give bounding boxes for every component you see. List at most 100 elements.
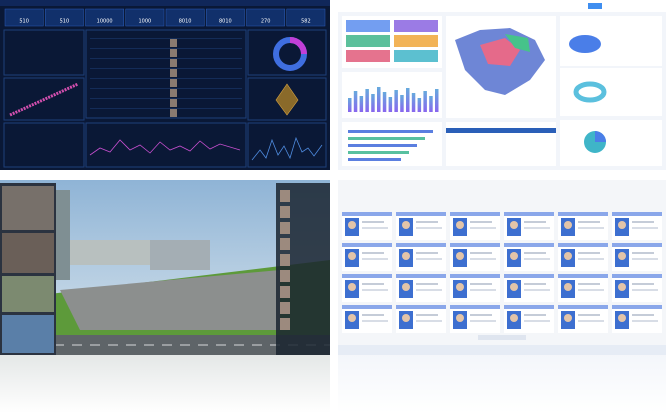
card-header bbox=[342, 305, 392, 309]
text-line bbox=[524, 283, 546, 285]
text-line bbox=[362, 252, 384, 254]
text-line bbox=[578, 227, 604, 229]
bar bbox=[406, 88, 410, 112]
top-bar bbox=[338, 0, 666, 12]
head bbox=[510, 283, 518, 291]
card-header bbox=[450, 243, 500, 247]
camera-feed bbox=[2, 315, 54, 353]
text-line bbox=[524, 227, 550, 229]
card-header bbox=[612, 305, 662, 309]
bar bbox=[394, 90, 398, 112]
panel bbox=[85, 122, 247, 168]
card-header bbox=[558, 274, 608, 278]
bar bbox=[365, 89, 369, 112]
row-line bbox=[90, 78, 242, 79]
table-header bbox=[446, 128, 556, 133]
head bbox=[348, 283, 356, 291]
bar bbox=[353, 91, 358, 112]
row-line bbox=[90, 48, 242, 49]
card-header bbox=[612, 243, 662, 247]
bar bbox=[388, 97, 393, 112]
camera-feed bbox=[2, 233, 54, 273]
text-line bbox=[632, 289, 658, 291]
ring bbox=[573, 81, 607, 103]
face-thumb bbox=[280, 190, 290, 202]
text-line bbox=[416, 320, 442, 322]
stat-value: 582 bbox=[301, 19, 311, 25]
text-line bbox=[632, 314, 654, 316]
hbar-chart bbox=[348, 130, 433, 161]
head bbox=[402, 221, 410, 229]
panel bbox=[3, 122, 85, 168]
face-thumb bbox=[280, 238, 290, 250]
title-bar bbox=[0, 0, 330, 6]
text-line bbox=[578, 258, 604, 260]
head bbox=[564, 283, 572, 291]
text-line bbox=[362, 289, 388, 291]
text-line bbox=[362, 258, 388, 260]
reflection-fade bbox=[0, 355, 666, 413]
row-line bbox=[90, 58, 242, 59]
stat-box bbox=[125, 8, 165, 27]
head bbox=[402, 252, 410, 260]
card-header bbox=[558, 212, 608, 216]
face-thumb bbox=[170, 49, 177, 57]
text-line bbox=[524, 320, 550, 322]
tile bbox=[346, 50, 390, 62]
row-line bbox=[90, 98, 242, 99]
stat-value: 1000 bbox=[139, 19, 152, 25]
map-region bbox=[505, 34, 530, 52]
hbar bbox=[348, 137, 425, 140]
head bbox=[456, 283, 464, 291]
panel bbox=[3, 77, 85, 121]
stat-value: 510 bbox=[60, 19, 70, 25]
face-thumb bbox=[280, 254, 290, 266]
face-grid bbox=[338, 180, 666, 345]
camera-feed bbox=[2, 276, 54, 312]
bar bbox=[423, 91, 427, 112]
text-line bbox=[470, 320, 496, 322]
text-line bbox=[416, 221, 438, 223]
head bbox=[564, 221, 572, 229]
text-line bbox=[578, 320, 604, 322]
stat-value: 270 bbox=[261, 19, 271, 25]
stat-box bbox=[165, 8, 205, 27]
text-line bbox=[470, 314, 492, 316]
radar bbox=[275, 83, 299, 116]
text-line bbox=[362, 227, 388, 229]
text-line bbox=[416, 314, 438, 316]
text-line bbox=[362, 221, 384, 223]
text-line bbox=[362, 283, 384, 285]
head bbox=[456, 252, 464, 260]
text-line bbox=[632, 227, 658, 229]
head bbox=[564, 252, 572, 260]
stat-box bbox=[246, 8, 285, 27]
stat-value: 510 bbox=[19, 19, 29, 25]
face-thumb bbox=[280, 222, 290, 234]
head bbox=[402, 314, 410, 322]
stat-box bbox=[4, 8, 44, 27]
row-line bbox=[90, 108, 242, 109]
face-thumb bbox=[170, 69, 177, 77]
head bbox=[348, 252, 356, 260]
row-line bbox=[90, 68, 242, 69]
hbar bbox=[348, 130, 433, 133]
head bbox=[402, 283, 410, 291]
panel-bg bbox=[338, 180, 666, 345]
head bbox=[564, 314, 572, 322]
face-thumb bbox=[170, 109, 177, 117]
hbar bbox=[348, 151, 409, 154]
bar bbox=[377, 87, 381, 112]
row-line bbox=[90, 88, 242, 89]
card bbox=[560, 120, 662, 166]
bar bbox=[429, 96, 433, 112]
face-thumb bbox=[170, 89, 177, 97]
face-list bbox=[90, 38, 242, 117]
hbar bbox=[348, 158, 401, 161]
head bbox=[618, 314, 626, 322]
row-line bbox=[90, 38, 242, 39]
text-line bbox=[416, 252, 438, 254]
bar bbox=[435, 89, 439, 112]
